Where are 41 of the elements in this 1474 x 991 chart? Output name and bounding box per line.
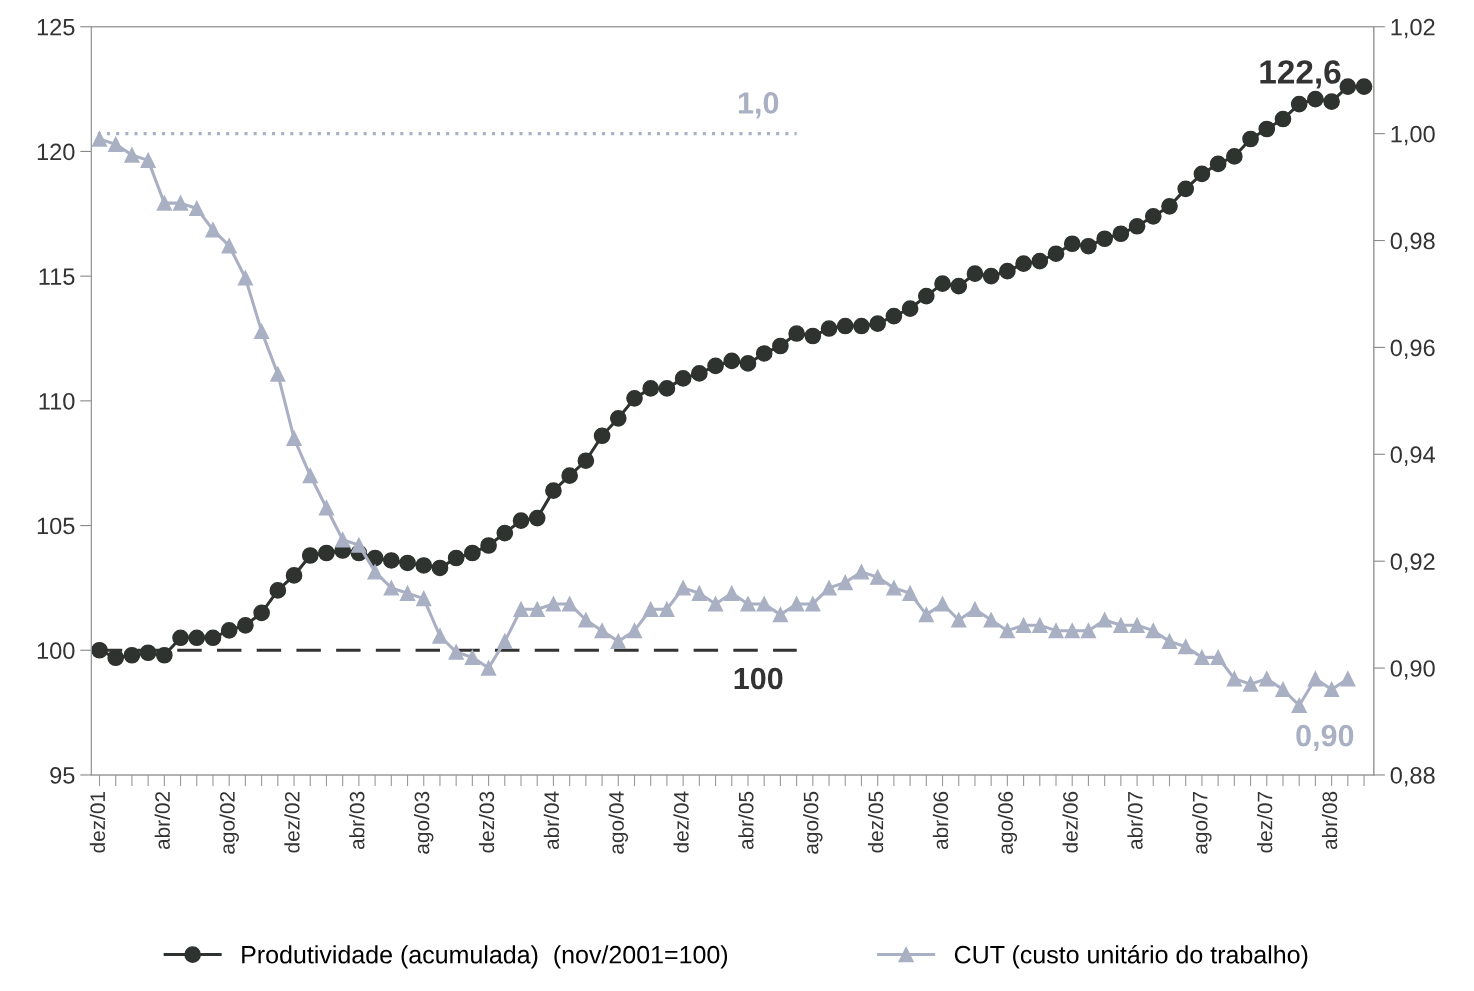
x-tick-label: dez/04 (673, 791, 689, 853)
x-tick-label: dez/05 (867, 791, 884, 853)
x-tick-label: ago/04 (608, 791, 628, 854)
y-tick-label: 120 (37, 143, 75, 161)
x-tick-label: abr/08 (1321, 791, 1338, 850)
y2-tick-label: 0,90 (1390, 660, 1435, 680)
x-tick-label: abr/05 (738, 791, 754, 850)
y2-tick-label: 1,00 (1391, 125, 1435, 146)
x-tick-label: abr/02 (154, 791, 170, 850)
y-tick-label: 100 (37, 642, 75, 660)
y-tick-label: 125 (37, 18, 75, 36)
x-tick-label: ago/02 (219, 791, 239, 854)
y-tick-label: 110 (39, 392, 75, 410)
x-tick-label: dez/01 (89, 791, 106, 853)
y2-tick-label: 1,02 (1391, 18, 1435, 39)
y2-tick-label: 0,94 (1390, 446, 1435, 466)
y2-tick-label: 0,98 (1390, 232, 1435, 253)
y2-tick-label: 0,96 (1390, 339, 1435, 359)
y-tick-label: 105 (37, 517, 75, 535)
x-tick-label: ago/07 (1192, 791, 1212, 854)
legend-label: Produtividade (acumulada) (nov/2001=100) (242, 945, 728, 969)
ref-line-label: 100 (734, 667, 783, 690)
x-tick-label: dez/06 (1062, 791, 1078, 853)
y-tick-label: 95 (50, 767, 75, 784)
y-tick-label: 115 (39, 268, 75, 285)
x-tick-label: ago/03 (414, 791, 434, 854)
x-tick-label: abr/07 (1127, 791, 1143, 850)
x-tick-label: dez/03 (478, 791, 495, 853)
annotation: 0,90 (1296, 724, 1354, 751)
y2-tick-label: 0,88 (1390, 767, 1435, 787)
x-tick-label: ago/06 (997, 791, 1018, 854)
x-tick-label: abr/06 (932, 791, 949, 850)
ref-line-label: 1,0 (738, 92, 779, 119)
x-tick-label: ago/05 (803, 791, 823, 854)
x-tick-label: abr/04 (543, 791, 560, 850)
y2-tick-label: 0,92 (1390, 553, 1435, 573)
x-tick-label: dez/02 (284, 791, 300, 853)
x-tick-label: abr/03 (349, 791, 365, 850)
annotation: 122,6 (1260, 60, 1341, 89)
x-tick-label: dez/07 (1257, 791, 1273, 853)
legend-label: CUT (custo unitário do trabalho) (954, 944, 1308, 969)
